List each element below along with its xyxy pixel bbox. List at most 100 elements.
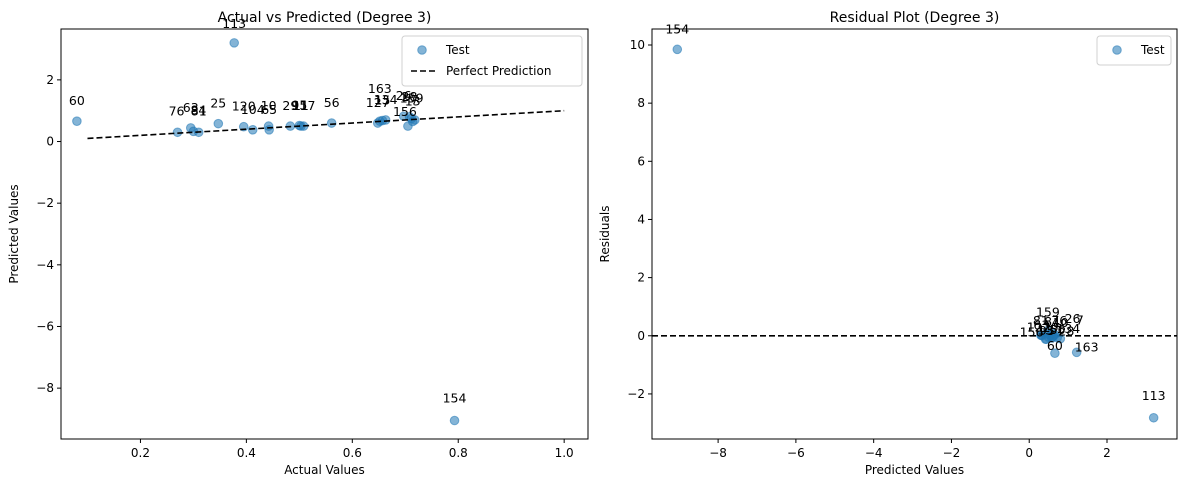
x-tick-label: 0.6: [343, 446, 362, 460]
scatter-point: [213, 118, 224, 129]
point-label: 117: [292, 98, 316, 113]
legend-box: [1096, 35, 1172, 66]
legend-label: Test: [1140, 43, 1165, 57]
x-tick-label: 0.2: [131, 446, 150, 460]
x-axis-label: Predicted Values: [865, 463, 964, 477]
point-label: 11: [293, 98, 309, 113]
point-label: 28: [1058, 324, 1074, 339]
point-label: 13: [405, 93, 421, 108]
scatter-point: [264, 125, 274, 135]
point-label: 154: [443, 391, 467, 406]
point-label: 163: [1075, 339, 1099, 354]
scatter-point: [449, 415, 460, 426]
point-label: 56: [1050, 322, 1066, 337]
legend-label: Perfect Prediction: [446, 64, 551, 78]
point-label: 159: [1036, 305, 1060, 320]
plot-frame: [651, 28, 1178, 440]
y-tick-label: 4: [637, 212, 645, 226]
residual-plot-chart: Residual Plot (Degree 3) Predicted Values…: [598, 10, 1178, 477]
x-tick-label: −2: [943, 446, 961, 460]
plot-frame: [60, 28, 589, 440]
point-label: 163: [368, 81, 392, 96]
point-label: 76: [169, 103, 185, 118]
point-label: 113: [222, 16, 246, 31]
point-label: 113: [1142, 388, 1166, 403]
y-axis-label: Predicted Values: [7, 184, 21, 283]
point-label: 81: [1033, 313, 1049, 328]
x-tick-label: −6: [787, 446, 805, 460]
point-label: 25: [210, 96, 226, 111]
point-label: 29: [282, 98, 298, 113]
point-label: 65: [261, 102, 277, 117]
point-label: 63: [1033, 317, 1049, 332]
chart-title: Actual vs Predicted (Degree 3): [218, 10, 432, 26]
legend-label: Test: [445, 43, 470, 57]
point-label: 76: [1051, 313, 1067, 328]
point-label: 60: [1047, 338, 1063, 353]
scatter-point: [672, 44, 683, 55]
point-label: 120: [232, 99, 256, 114]
point-label: 95: [291, 97, 307, 112]
y-tick-label: 8: [637, 96, 645, 110]
x-tick-label: 0.8: [449, 446, 468, 460]
point-label: 134: [374, 92, 398, 107]
y-tick-label: −2: [36, 196, 54, 210]
scatter-point: [229, 38, 239, 48]
y-axis-label: Residuals: [598, 206, 612, 263]
point-label: 15: [375, 93, 391, 108]
x-tick-label: −8: [709, 446, 727, 460]
point-label: 134: [1056, 321, 1080, 336]
point-label: 13: [1037, 323, 1053, 338]
point-label: 127: [1027, 319, 1051, 334]
scatter-point: [1071, 347, 1082, 358]
scatter-point: [380, 115, 391, 125]
x-tick-label: 1.0: [555, 446, 574, 460]
y-tick-label: −4: [36, 258, 54, 272]
legend-marker: [1112, 45, 1122, 55]
y-tick-label: 10: [630, 38, 645, 52]
x-tick-label: 0: [1025, 446, 1033, 460]
x-axis-label: Actual Values: [284, 463, 365, 477]
point-label: 56: [324, 95, 340, 110]
point-label: 159: [400, 90, 424, 105]
point-label: 26: [1065, 311, 1081, 326]
legend: Test: [1096, 35, 1172, 66]
point-label: 104: [241, 102, 265, 117]
point-label: 60: [69, 93, 85, 108]
y-tick-label: −2: [627, 387, 645, 401]
scatter-point: [247, 125, 258, 135]
y-tick-label: 0: [637, 329, 645, 343]
point-label: 7: [411, 92, 419, 107]
scatter-point: [1050, 348, 1060, 359]
point-label: 7: [1076, 313, 1084, 328]
legend-box: [401, 35, 583, 87]
point-label: 28: [402, 89, 418, 104]
scatter-point: [72, 116, 82, 126]
point-label: 10: [1053, 315, 1069, 330]
perfect-prediction-line: [87, 109, 565, 140]
x-tick-label: 0.4: [237, 446, 256, 460]
point-label: 26: [396, 88, 412, 103]
point-label: 156: [393, 104, 417, 119]
point-label: 29: [1043, 320, 1059, 335]
scatter-point: [1040, 334, 1051, 345]
point-label: 127: [366, 95, 390, 110]
point-label: 95: [1039, 323, 1055, 338]
scatter-point: [1048, 330, 1059, 341]
y-tick-label: 2: [637, 271, 645, 285]
y-tick-label: 6: [637, 154, 645, 168]
chart-title: Residual Plot (Degree 3): [830, 10, 1000, 26]
point-label: 84: [1044, 314, 1060, 329]
y-tick-label: −6: [36, 319, 54, 333]
actual-vs-predicted-chart: Actual vs Predicted (Degree 3) Actual Val…: [7, 10, 589, 477]
scatter-point: [1148, 412, 1159, 423]
x-tick-label: 2: [1103, 446, 1111, 460]
legend-marker: [417, 45, 427, 55]
scatter-point: [326, 118, 337, 128]
point-label: 10: [261, 98, 277, 113]
point-label: 84: [190, 102, 206, 117]
point-label: 63: [183, 100, 199, 115]
legend: Test Perfect Prediction: [401, 35, 583, 87]
y-tick-label: 2: [46, 73, 54, 87]
